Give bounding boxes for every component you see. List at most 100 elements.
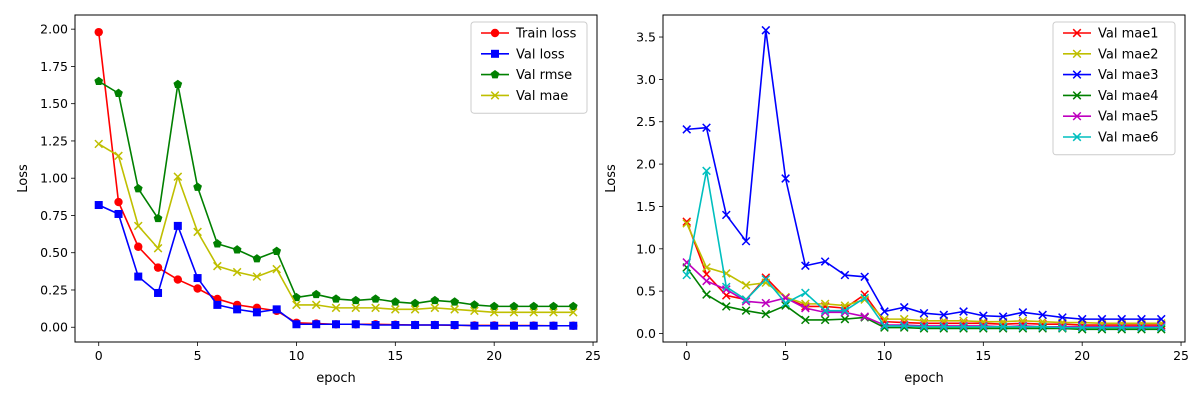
data-point <box>173 221 182 230</box>
data-point <box>154 288 163 297</box>
data-point <box>899 321 909 331</box>
data-point <box>959 322 968 332</box>
legend-marker <box>490 91 500 100</box>
x-tick-label: 15 <box>387 348 403 363</box>
data-point <box>193 274 202 283</box>
data-point <box>549 321 558 330</box>
data-point <box>761 25 771 35</box>
x-tick-label: 25 <box>585 348 601 363</box>
data-point <box>1156 323 1166 332</box>
data-point <box>721 302 731 311</box>
data-point <box>702 276 711 286</box>
data-point <box>173 79 183 89</box>
data-point <box>880 321 889 331</box>
data-point <box>820 315 830 325</box>
data-point <box>820 306 830 315</box>
data-point <box>173 275 183 284</box>
data-point <box>133 221 143 231</box>
data-point <box>450 297 460 306</box>
legend-marker <box>1072 49 1082 59</box>
data-point <box>1117 323 1127 332</box>
data-point <box>1018 308 1028 317</box>
data-point <box>1038 310 1047 320</box>
data-point <box>312 320 321 329</box>
legend-label: Val mae1 <box>1098 27 1159 42</box>
data-point <box>490 321 499 330</box>
x-tick-label: 20 <box>1074 348 1090 363</box>
data-point <box>820 257 830 266</box>
legend-marker <box>1072 91 1082 100</box>
data-point <box>509 321 518 330</box>
data-point <box>292 300 301 310</box>
y-tick-label: 3.5 <box>636 30 656 45</box>
data-point <box>430 321 439 330</box>
data-point <box>721 282 731 292</box>
data-point <box>1077 314 1087 324</box>
data-point <box>134 242 143 251</box>
data-point <box>371 321 380 330</box>
data-point <box>153 243 163 253</box>
data-point <box>682 219 692 228</box>
data-point <box>390 305 400 314</box>
data-point <box>193 284 202 293</box>
legend-entry: Val loss <box>481 47 565 62</box>
y-tick-label: 0.75 <box>40 208 68 223</box>
y-tick-label: 1.5 <box>636 199 656 214</box>
data-point <box>702 123 711 133</box>
data-point <box>529 301 539 311</box>
data-point <box>272 246 282 255</box>
data-point <box>761 309 771 319</box>
data-point <box>998 322 1008 332</box>
legend-entry: Val mae6 <box>1063 131 1159 146</box>
legend-entry: Val mae3 <box>1063 68 1159 83</box>
y-tick-label: 2.5 <box>636 114 656 129</box>
y-tick-label: 0.00 <box>40 320 68 335</box>
data-point <box>721 210 731 220</box>
data-point <box>450 321 459 330</box>
data-point <box>702 269 711 279</box>
data-point <box>509 308 519 317</box>
legend-box <box>1052 21 1176 156</box>
x-tick-label: 0 <box>95 348 103 363</box>
data-point <box>998 312 1008 321</box>
data-point <box>741 280 751 290</box>
y-tick-label: 1.25 <box>40 133 68 148</box>
legend-box <box>470 21 588 114</box>
data-point <box>1097 323 1107 332</box>
plot-frame <box>74 14 598 343</box>
data-point <box>801 288 810 298</box>
data-point <box>114 88 123 97</box>
data-point <box>332 320 340 329</box>
data-point <box>1137 323 1146 332</box>
legend-entry: Val mae2 <box>1063 47 1159 62</box>
legend-marker <box>1072 70 1082 79</box>
y-tick-label: 1.50 <box>40 96 68 111</box>
data-point <box>470 306 479 316</box>
data-point <box>781 301 790 310</box>
data-point <box>860 272 870 282</box>
data-point <box>371 303 380 313</box>
data-point <box>860 312 870 321</box>
legend-label: Val rmse <box>516 68 572 83</box>
legend-label: Val mae2 <box>1098 47 1159 62</box>
data-point <box>489 301 499 311</box>
x-tick-label: 0 <box>683 348 691 363</box>
data-point <box>1058 323 1067 332</box>
y-tick-label: 1.00 <box>40 171 68 186</box>
data-point <box>741 236 751 246</box>
data-point <box>292 320 301 329</box>
data-point <box>1038 322 1047 332</box>
data-point <box>702 263 711 272</box>
data-point <box>568 308 578 317</box>
legend-marker <box>490 70 500 79</box>
y-axis-label: Loss <box>604 164 619 193</box>
series-val-loss <box>94 201 578 330</box>
data-point <box>801 261 810 271</box>
data-point <box>1117 314 1127 324</box>
data-point <box>820 299 830 309</box>
data-point <box>939 310 949 320</box>
data-point <box>761 274 771 284</box>
data-point <box>820 308 830 317</box>
data-point <box>391 321 400 330</box>
